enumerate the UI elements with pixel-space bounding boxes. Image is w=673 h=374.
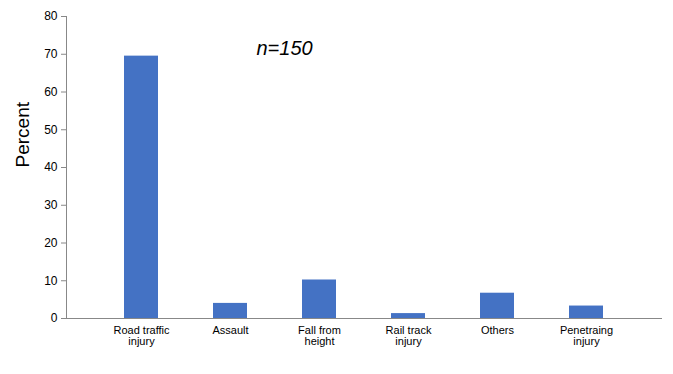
svg-text:0: 0 bbox=[51, 311, 58, 325]
svg-text:Road trafficinjury: Road trafficinjury bbox=[113, 324, 170, 347]
svg-text:Percent: Percent bbox=[12, 101, 33, 167]
svg-text:n=150: n=150 bbox=[257, 37, 313, 59]
svg-text:Fall fromheight: Fall fromheight bbox=[298, 324, 341, 347]
svg-text:50: 50 bbox=[44, 123, 58, 137]
svg-text:Others: Others bbox=[481, 324, 515, 336]
svg-text:10: 10 bbox=[44, 274, 58, 288]
svg-text:80: 80 bbox=[44, 9, 58, 23]
svg-text:Rail trackinjury: Rail trackinjury bbox=[386, 324, 432, 347]
svg-text:30: 30 bbox=[44, 198, 58, 212]
svg-text:60: 60 bbox=[44, 85, 58, 99]
svg-text:40: 40 bbox=[44, 160, 58, 174]
svg-text:Assault: Assault bbox=[212, 324, 248, 336]
svg-text:20: 20 bbox=[44, 236, 58, 250]
svg-text:70: 70 bbox=[44, 47, 58, 61]
svg-text:Penetrainginjury: Penetrainginjury bbox=[560, 324, 613, 347]
